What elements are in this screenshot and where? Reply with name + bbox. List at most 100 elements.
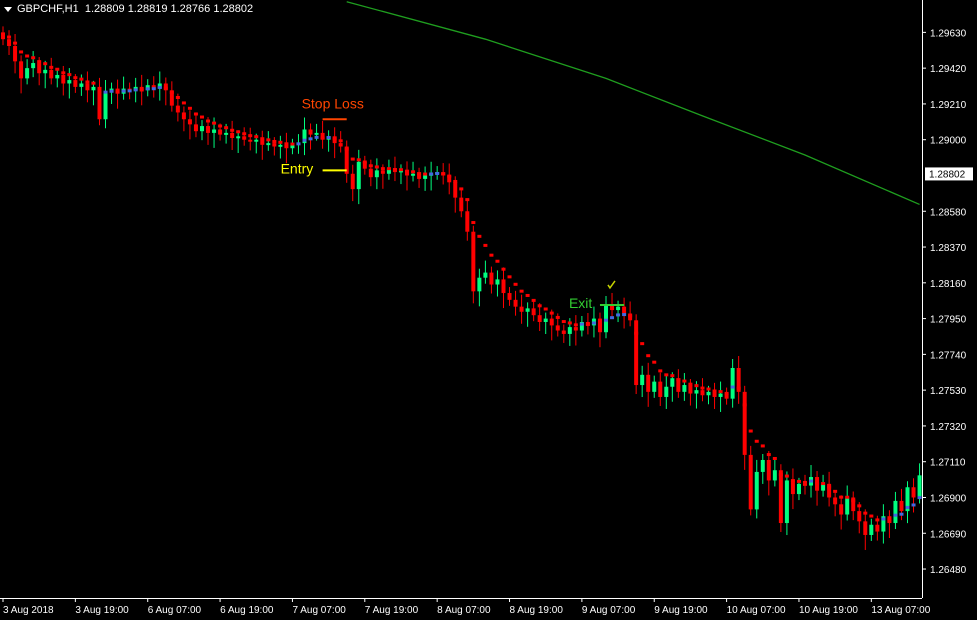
- bear-candle[interactable]: [688, 385, 693, 394]
- bear-candle[interactable]: [911, 487, 916, 498]
- bull-candle[interactable]: [55, 74, 60, 79]
- bear-candle[interactable]: [37, 63, 42, 74]
- bear-candle[interactable]: [187, 119, 192, 125]
- bear-candle[interactable]: [700, 390, 705, 396]
- bear-candle[interactable]: [622, 306, 627, 314]
- bear-candle[interactable]: [151, 85, 156, 89]
- bull-candle[interactable]: [893, 500, 898, 524]
- bear-candle[interactable]: [175, 105, 180, 113]
- bull-candle[interactable]: [290, 144, 295, 149]
- bear-candle[interactable]: [338, 143, 343, 147]
- bear-candle[interactable]: [766, 460, 771, 481]
- bear-candle[interactable]: [748, 454, 753, 510]
- bear-candle[interactable]: [459, 197, 464, 212]
- bear-candle[interactable]: [489, 272, 494, 285]
- bear-candle[interactable]: [242, 136, 247, 140]
- dropdown-triangle-icon[interactable]: [4, 6, 12, 12]
- bull-candle[interactable]: [236, 136, 241, 139]
- bull-candle[interactable]: [796, 483, 801, 495]
- bear-candle[interactable]: [537, 315, 542, 322]
- bear-candle[interactable]: [49, 69, 54, 79]
- bull-candle[interactable]: [772, 470, 777, 481]
- bull-candle[interactable]: [664, 386, 669, 397]
- bull-candle[interactable]: [302, 129, 307, 144]
- bear-candle[interactable]: [899, 500, 904, 512]
- bear-candle[interactable]: [833, 497, 838, 505]
- bear-candle[interactable]: [857, 511, 862, 522]
- bull-candle[interactable]: [398, 170, 403, 173]
- bull-candle[interactable]: [694, 390, 699, 394]
- bear-candle[interactable]: [19, 61, 24, 79]
- bull-candle[interactable]: [43, 69, 48, 74]
- bear-candle[interactable]: [802, 483, 807, 486]
- bear-candle[interactable]: [573, 327, 578, 331]
- bear-candle[interactable]: [380, 170, 385, 174]
- bull-candle[interactable]: [254, 139, 259, 142]
- bear-candle[interactable]: [646, 374, 651, 392]
- bull-candle[interactable]: [374, 170, 379, 178]
- bull-candle[interactable]: [917, 475, 922, 498]
- bull-candle[interactable]: [266, 143, 271, 146]
- bear-candle[interactable]: [320, 132, 325, 140]
- bear-candle[interactable]: [85, 83, 90, 91]
- bear-candle[interactable]: [260, 139, 265, 145]
- bull-candle[interactable]: [525, 308, 530, 312]
- bear-candle[interactable]: [875, 524, 880, 532]
- bull-candle[interactable]: [706, 391, 711, 396]
- bear-candle[interactable]: [555, 325, 560, 331]
- bear-candle[interactable]: [742, 391, 747, 455]
- bull-candle[interactable]: [604, 304, 608, 333]
- bull-candle[interactable]: [821, 483, 826, 491]
- bear-candle[interactable]: [447, 175, 452, 183]
- bull-candle[interactable]: [314, 132, 319, 135]
- bull-candle[interactable]: [67, 80, 72, 84]
- bull-candle[interactable]: [79, 83, 84, 87]
- bear-candle[interactable]: [513, 299, 518, 307]
- bear-candle[interactable]: [453, 182, 458, 198]
- bull-candle[interactable]: [718, 393, 723, 397]
- bear-candle[interactable]: [417, 173, 422, 179]
- bull-candle[interactable]: [682, 385, 687, 392]
- bull-candle[interactable]: [754, 471, 759, 510]
- bull-candle[interactable]: [567, 327, 572, 334]
- bull-candle[interactable]: [670, 378, 675, 387]
- bear-candle[interactable]: [344, 146, 349, 174]
- bear-candle[interactable]: [61, 74, 66, 84]
- bull-candle[interactable]: [91, 86, 96, 91]
- bull-candle[interactable]: [356, 161, 361, 190]
- bear-candle[interactable]: [181, 112, 186, 120]
- bear-candle[interactable]: [1, 32, 5, 40]
- bull-candle[interactable]: [212, 129, 217, 133]
- bear-candle[interactable]: [634, 320, 639, 386]
- bear-candle[interactable]: [531, 308, 536, 316]
- bear-candle[interactable]: [519, 306, 524, 312]
- bull-candle[interactable]: [579, 322, 584, 331]
- bear-candle[interactable]: [658, 381, 663, 397]
- bear-candle[interactable]: [465, 211, 470, 232]
- bull-candle[interactable]: [495, 279, 500, 285]
- bear-candle[interactable]: [362, 161, 367, 169]
- bear-candle[interactable]: [272, 143, 277, 147]
- bear-candle[interactable]: [405, 170, 410, 176]
- bull-candle[interactable]: [640, 374, 645, 386]
- bull-candle[interactable]: [784, 480, 789, 524]
- bear-candle[interactable]: [193, 124, 198, 132]
- bull-candle[interactable]: [543, 318, 548, 322]
- bull-candle[interactable]: [869, 524, 874, 535]
- bear-candle[interactable]: [248, 139, 253, 142]
- bear-candle[interactable]: [851, 497, 856, 512]
- bear-candle[interactable]: [368, 168, 373, 178]
- bear-candle[interactable]: [610, 304, 615, 311]
- bull-candle[interactable]: [760, 460, 765, 472]
- bull-candle[interactable]: [616, 306, 621, 311]
- bear-candle[interactable]: [169, 90, 174, 106]
- bull-candle[interactable]: [477, 277, 482, 292]
- bear-candle[interactable]: [712, 391, 717, 397]
- bull-candle[interactable]: [103, 92, 108, 120]
- bull-candle[interactable]: [423, 175, 428, 179]
- bear-candle[interactable]: [790, 480, 795, 495]
- bear-candle[interactable]: [284, 144, 289, 149]
- bull-candle[interactable]: [905, 487, 910, 512]
- bull-candle[interactable]: [25, 68, 30, 79]
